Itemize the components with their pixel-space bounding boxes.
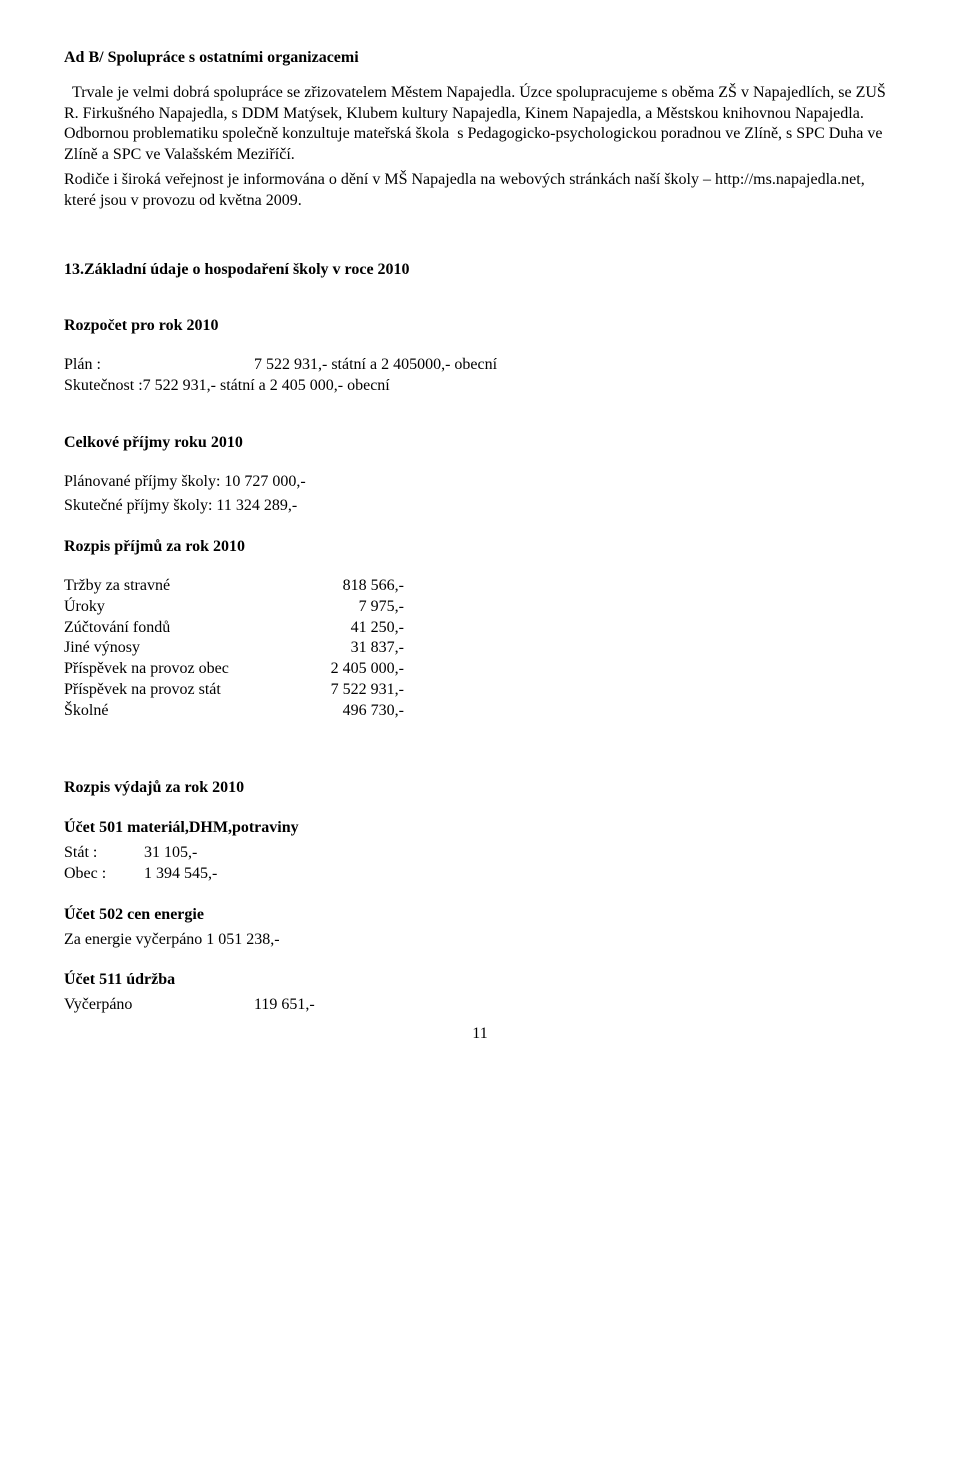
- obec-row: Obec : 1 394 545,-: [64, 864, 896, 885]
- ucet-502-line: Za energie vyčerpáno 1 051 238,-: [64, 930, 896, 951]
- section-13-title: 13.Základní údaje o hospodaření školy v …: [64, 260, 896, 281]
- celkove-prijmy-title: Celkové příjmy roku 2010: [64, 433, 896, 454]
- plan-value: 7 522 931,- státní a 2 405000,- obecní: [254, 355, 896, 376]
- vycerpano-label: Vyčerpáno: [64, 995, 254, 1016]
- vycerpano-row: Vyčerpáno 119 651,-: [64, 995, 896, 1016]
- heading-ad-b: Ad B/ Spolupráce s ostatními organizacem…: [64, 48, 896, 69]
- prijmy-value: 7 975,-: [304, 597, 404, 618]
- prijmy-row: Zúčtování fondů41 250,-: [64, 618, 896, 639]
- skutecne-prijmy: Skutečné příjmy školy: 11 324 289,-: [64, 496, 896, 517]
- prijmy-value: 2 405 000,-: [304, 659, 404, 680]
- ucet-511-title: Účet 511 údržba: [64, 970, 896, 991]
- prijmy-value: 41 250,-: [304, 618, 404, 639]
- prijmy-label: Školné: [64, 701, 304, 722]
- stat-label: Stát :: [64, 843, 144, 864]
- stat-value: 31 105,-: [144, 843, 264, 864]
- paragraph-1: Trvale je velmi dobrá spolupráce se zřiz…: [64, 83, 896, 166]
- prijmy-label: Zúčtování fondů: [64, 618, 304, 639]
- planovane-prijmy: Plánované příjmy školy: 10 727 000,-: [64, 472, 896, 493]
- prijmy-value: 818 566,-: [304, 576, 404, 597]
- prijmy-label: Příspěvek na provoz stát: [64, 680, 304, 701]
- prijmy-label: Příspěvek na provoz obec: [64, 659, 304, 680]
- rozpocet-title: Rozpočet pro rok 2010: [64, 316, 896, 337]
- ucet-501-title: Účet 501 materiál,DHM,potraviny: [64, 818, 896, 839]
- prijmy-value: 7 522 931,-: [304, 680, 404, 701]
- prijmy-row: Školné496 730,-: [64, 701, 896, 722]
- prijmy-value: 31 837,-: [304, 638, 404, 659]
- prijmy-row: Příspěvek na provoz stát7 522 931,-: [64, 680, 896, 701]
- rozpis-prijmu-title: Rozpis příjmů za rok 2010: [64, 537, 896, 558]
- skutecnost-line: Skutečnost :7 522 931,- státní a 2 405 0…: [64, 376, 896, 397]
- prijmy-value: 496 730,-: [304, 701, 404, 722]
- obec-label: Obec :: [64, 864, 144, 885]
- stat-row: Stát : 31 105,-: [64, 843, 896, 864]
- obec-value: 1 394 545,-: [144, 864, 264, 885]
- prijmy-row: Příspěvek na provoz obec2 405 000,-: [64, 659, 896, 680]
- vycerpano-value: 119 651,-: [254, 995, 315, 1016]
- prijmy-row: Tržby za stravné818 566,-: [64, 576, 896, 597]
- rozpis-vydaju-title: Rozpis výdajů za rok 2010: [64, 778, 896, 799]
- prijmy-label: Tržby za stravné: [64, 576, 304, 597]
- prijmy-row: Jiné výnosy31 837,-: [64, 638, 896, 659]
- prijmy-label: Jiné výnosy: [64, 638, 304, 659]
- page-number: 11: [64, 1024, 896, 1045]
- plan-row: Plán : 7 522 931,- státní a 2 405000,- o…: [64, 355, 896, 376]
- ucet-502-title: Účet 502 cen energie: [64, 905, 896, 926]
- paragraph-2: Rodiče i široká veřejnost je informována…: [64, 170, 896, 212]
- prijmy-row: Úroky7 975,-: [64, 597, 896, 618]
- prijmy-label: Úroky: [64, 597, 304, 618]
- plan-label: Plán :: [64, 355, 254, 376]
